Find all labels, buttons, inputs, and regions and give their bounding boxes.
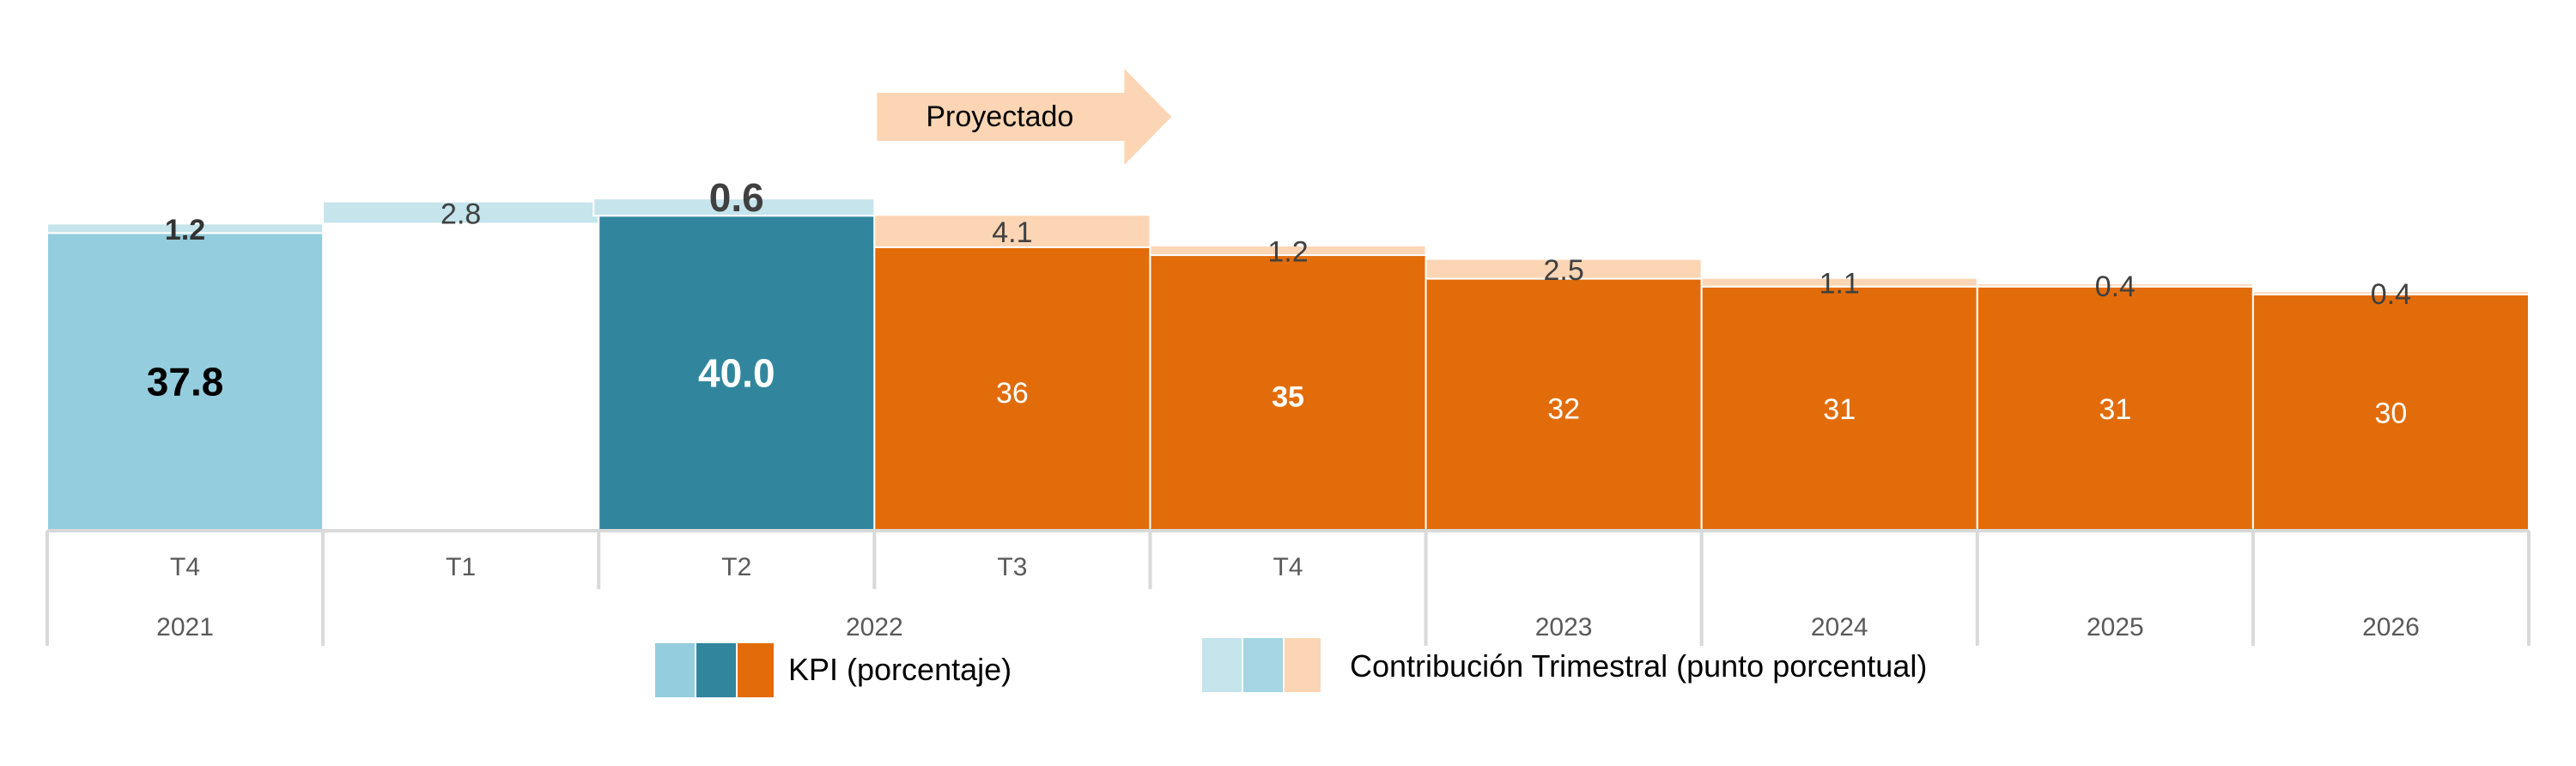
year-tick-label: 2025: [2087, 613, 2144, 641]
quarter-tick-label: T3: [997, 553, 1027, 581]
projected-arrow: [877, 69, 1172, 165]
projected-arrow-label: Proyectado: [926, 100, 1073, 133]
contribution-bar: [1700, 277, 1978, 288]
contribution-bar: [322, 200, 605, 225]
quarter-tick-label: T2: [721, 553, 751, 581]
kpi-label: 40.0: [698, 351, 775, 396]
kpi-bar: [2251, 293, 2530, 532]
year-tick-label: 2021: [156, 613, 214, 641]
kpi-label: 31: [2099, 393, 2131, 426]
contribution-label: 2.5: [1543, 254, 1583, 287]
contribution-label: 2.8: [440, 198, 481, 231]
quarter-tick-label: T1: [446, 553, 476, 581]
contribution-bar: [1149, 245, 1427, 257]
contribution-label: 0.4: [2371, 278, 2411, 311]
kpi-bar: [1425, 277, 1703, 532]
year-tick-label: 2023: [1535, 613, 1593, 641]
legend-contribution-label: Contribución Trimestral (punto porcentua…: [1350, 648, 1927, 684]
contribution-label: 0.4: [2095, 271, 2136, 303]
kpi-label: 36: [996, 377, 1029, 410]
legend-swatch-kpi-2021: [655, 643, 695, 697]
kpi-bar: [46, 232, 325, 532]
legend-swatch-kpi-projected: [738, 643, 774, 697]
legend-swatch-kpi-2022: [696, 643, 736, 697]
quarter-tick-label: T4: [170, 553, 200, 581]
contribution-label: 4.1: [992, 216, 1032, 249]
legend-swatch-contrib-light: [1202, 638, 1242, 692]
kpi-label: 37.8: [147, 360, 224, 404]
kpi-bar: [1700, 285, 1978, 532]
contribution-bar: [46, 222, 325, 234]
kpi-label: 31: [1823, 393, 1856, 426]
contribution-label: 0.6: [709, 175, 764, 220]
contribution-label: 1.2: [1267, 236, 1308, 269]
contribution-label: 1.2: [165, 214, 205, 246]
legend-kpi-label: KPI (porcentaje): [788, 652, 1012, 687]
year-tick-label: 2024: [1811, 613, 1868, 641]
contribution-bar: [1976, 283, 2254, 288]
contribution-bar: [592, 198, 876, 217]
year-tick-label: 2026: [2362, 613, 2420, 641]
year-tick-label: 2022: [846, 613, 903, 641]
contribution-label: 1.1: [1820, 268, 1860, 301]
kpi-label: 32: [1547, 392, 1580, 425]
kpi-label: 35: [1272, 381, 1304, 414]
kpi-label: 30: [2375, 397, 2408, 429]
quarter-tick-label: T4: [1273, 553, 1303, 581]
legend-swatch-contrib-projected: [1285, 638, 1321, 692]
kpi-bar: [1976, 285, 2254, 532]
legend-swatch-contrib-mid: [1243, 638, 1283, 692]
contribution-bar: [1425, 258, 1703, 280]
contribution-bar: [873, 214, 1151, 248]
contribution-bar: [2251, 290, 2530, 295]
